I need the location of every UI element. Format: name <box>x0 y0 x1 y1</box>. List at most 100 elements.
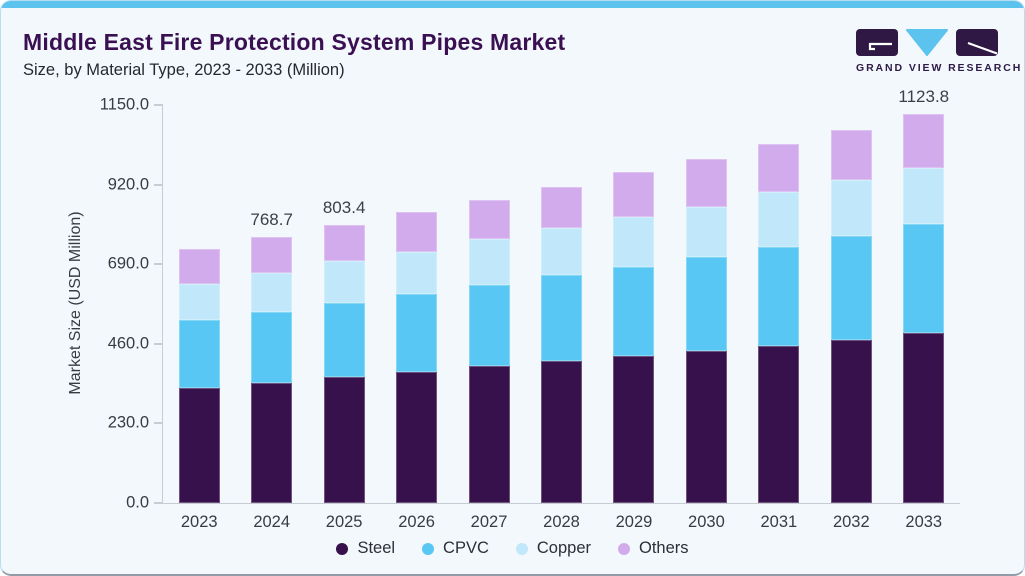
legend-label-cpvc: CPVC <box>443 539 489 557</box>
logo-shapes <box>856 29 998 56</box>
bar-segment-copper-2025 <box>323 261 365 304</box>
legend-label-others: Others <box>639 539 689 557</box>
y-tick-mark-690.0 <box>154 263 163 266</box>
x-label-2027: 2027 <box>470 513 508 531</box>
legend-dot-cpvc <box>422 542 435 555</box>
bar-segment-cpvc-2033 <box>903 224 945 334</box>
bar-segment-steel-2025 <box>323 377 365 503</box>
legend-dot-others <box>618 542 631 555</box>
bar-segment-others-2032 <box>830 129 872 181</box>
bar-segment-cpvc-2023 <box>178 320 220 389</box>
bar-segment-others-2024 <box>251 236 293 274</box>
x-label-2030: 2030 <box>688 513 725 531</box>
legend-item-copper: Copper <box>515 539 592 558</box>
x-label-2032: 2032 <box>832 513 870 531</box>
y-tick-mark-1150.0 <box>154 104 163 106</box>
bar-segment-copper-2027 <box>468 238 510 285</box>
bar-2024 <box>251 236 293 503</box>
bar-segment-copper-2029 <box>613 217 655 267</box>
bar-2026 <box>396 212 438 503</box>
logo-v-icon <box>906 29 948 56</box>
bar-segment-steel-2029 <box>613 355 655 503</box>
bar-value-label-2025: 803.4 <box>322 197 366 217</box>
bar-segment-copper-2032 <box>830 180 872 236</box>
bar-segment-cpvc-2031 <box>758 246 800 346</box>
bar-segment-copper-2033 <box>903 167 945 225</box>
bar-2033 <box>903 114 945 503</box>
bar-segment-others-2029 <box>613 172 655 218</box>
bar-segment-steel-2026 <box>396 371 438 503</box>
bar-2025 <box>323 224 365 503</box>
bar-segment-steel-2031 <box>758 345 800 503</box>
logo-g-icon <box>856 29 898 56</box>
x-label-2031: 2031 <box>760 513 798 531</box>
top-accent-bar <box>1 1 1024 8</box>
grand-view-research-logo: GRAND VIEW RESEARCH <box>856 29 1023 74</box>
chart-subtitle: Size, by Material Type, 2023 - 2033 (Mil… <box>23 61 345 79</box>
bar-segment-steel-2033 <box>903 333 945 503</box>
bar-segment-others-2026 <box>396 212 438 253</box>
bar-segment-steel-2024 <box>251 382 293 503</box>
logo-text: GRAND VIEW RESEARCH <box>856 62 1023 74</box>
bar-2027 <box>468 199 510 503</box>
y-tick-label-690.0: 690.0 <box>107 254 149 273</box>
bar-segment-others-2030 <box>685 158 727 208</box>
bar-segment-others-2031 <box>758 144 800 192</box>
x-label-2025: 2025 <box>325 513 363 531</box>
bar-segment-cpvc-2028 <box>541 275 582 361</box>
chart-legend: Steel CPVC Copper Others <box>1 539 1024 558</box>
legend-label-steel: Steel <box>357 539 396 557</box>
y-tick-label-460.0: 460.0 <box>107 334 149 353</box>
plot-area: 0.0 230.0 460.0 690.0 920.0 1150.0 2023 2024 768… <box>100 87 960 531</box>
bar-2030 <box>685 158 727 503</box>
legend-label-copper: Copper <box>536 539 592 557</box>
legend-item-cpvc: CPVC <box>422 539 489 558</box>
legend-item-others: Others <box>618 539 689 558</box>
bar-segment-copper-2023 <box>178 283 220 321</box>
bar-segment-copper-2026 <box>396 252 438 295</box>
bar-segment-cpvc-2024 <box>251 312 293 383</box>
y-axis-title: Market Size (USD Million) <box>67 211 84 395</box>
x-label-2023: 2023 <box>180 513 218 531</box>
logo-r-icon <box>956 29 998 56</box>
bar-segment-cpvc-2025 <box>323 303 365 378</box>
bar-segment-steel-2027 <box>468 365 510 503</box>
bar-2031 <box>758 144 800 503</box>
bar-segment-steel-2023 <box>178 388 220 503</box>
x-label-2024: 2024 <box>253 513 291 531</box>
bar-2023 <box>178 248 220 503</box>
bar-segment-others-2033 <box>903 114 945 168</box>
y-tick-mark-0.0 <box>154 502 163 504</box>
bar-segment-others-2028 <box>541 187 582 229</box>
bar-segment-others-2023 <box>178 248 220 284</box>
x-label-2028: 2028 <box>543 513 580 531</box>
bar-segment-cpvc-2032 <box>830 235 872 340</box>
y-tick-label-1150.0: 1150.0 <box>99 95 149 114</box>
y-tick-label-230.0: 230.0 <box>107 413 149 432</box>
bar-segment-steel-2028 <box>541 360 582 503</box>
bar-segment-copper-2031 <box>758 191 800 247</box>
y-tick-label-0.0: 0.0 <box>126 493 149 512</box>
y-tick-mark-230.0 <box>154 422 163 425</box>
x-label-2029: 2029 <box>615 513 653 531</box>
bar-segment-copper-2028 <box>541 228 582 276</box>
bar-2032 <box>830 129 872 503</box>
bar-segment-others-2025 <box>323 224 365 262</box>
bar-segment-copper-2030 <box>685 207 727 257</box>
bar-value-label-2033: 1123.8 <box>898 87 950 107</box>
x-label-2033: 2033 <box>905 513 943 531</box>
bar-2029 <box>613 172 655 503</box>
bar-segment-cpvc-2026 <box>396 294 438 372</box>
y-tick-label-920.0: 920.0 <box>107 175 149 194</box>
bar-segment-steel-2032 <box>830 339 872 503</box>
bar-segment-copper-2024 <box>251 273 293 313</box>
y-tick-mark-460.0 <box>154 342 163 345</box>
legend-dot-copper <box>515 542 528 555</box>
y-tick-mark-920.0 <box>154 183 163 186</box>
legend-dot-steel <box>336 542 349 555</box>
legend-item-steel: Steel <box>336 539 395 558</box>
page-title: Middle East Fire Protection System Pipes… <box>23 29 566 55</box>
bar-segment-others-2027 <box>468 199 510 239</box>
bar-segment-steel-2030 <box>685 350 727 503</box>
